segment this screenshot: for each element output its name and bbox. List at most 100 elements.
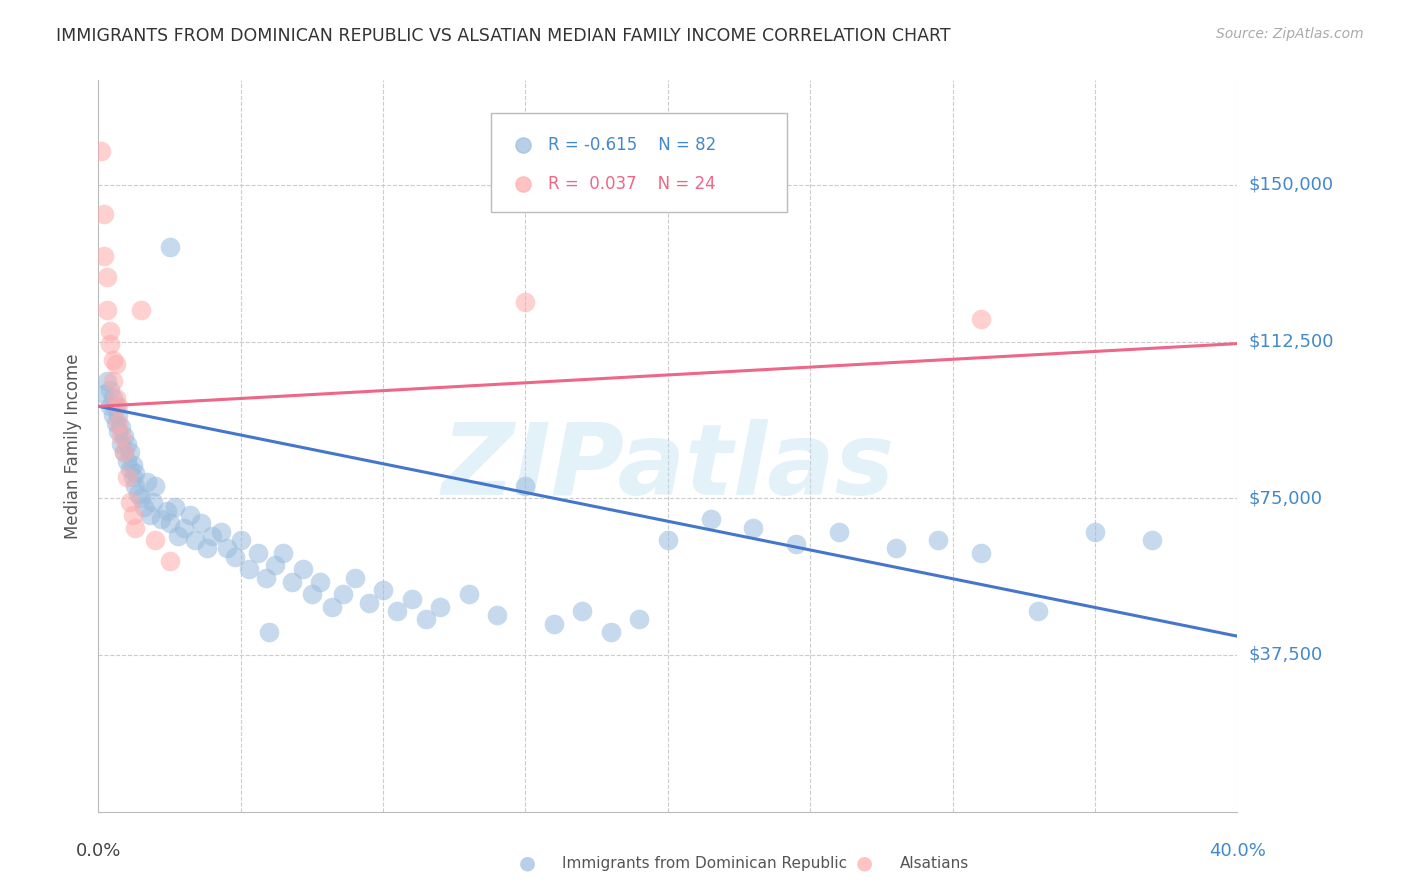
Point (742, 520, 765, 534)
Text: 0.0%: 0.0% (76, 842, 121, 860)
Point (343, 571, 366, 585)
Point (112, 428, 135, 442)
Point (115, 437, 138, 451)
Point (215, 541, 238, 556)
Point (600, 625, 623, 640)
Point (415, 612, 437, 626)
Point (138, 508, 160, 522)
Point (98, 336, 121, 351)
Point (387, 604, 409, 618)
Text: IMMIGRANTS FROM DOMINICAN REPUBLIC VS ALSATIAN MEDIAN FAMILY INCOME CORRELATION : IMMIGRANTS FROM DOMINICAN REPUBLIC VS AL… (56, 27, 950, 45)
Point (121, 508, 143, 522)
Point (110, 428, 132, 442)
Point (828, 524, 851, 539)
Point (1149, 805, 1171, 819)
Point (165, 500, 187, 514)
Point (785, 537, 807, 551)
Text: R =  0.037    N = 24: R = 0.037 N = 24 (548, 175, 716, 194)
Point (124, 466, 146, 480)
Point (98, 383, 121, 397)
Point (238, 562, 260, 576)
Point (209, 524, 232, 539)
Point (628, 612, 651, 626)
Point (195, 541, 218, 556)
Point (159, 554, 181, 568)
Text: ●: ● (519, 854, 536, 873)
Point (107, 416, 129, 430)
Text: $75,000: $75,000 (1249, 489, 1323, 508)
Point (970, 311, 993, 326)
Point (173, 520, 195, 534)
Point (927, 533, 949, 547)
Point (1026, 604, 1049, 618)
FancyBboxPatch shape (491, 113, 787, 212)
Point (124, 479, 146, 493)
Point (93, 249, 115, 263)
Y-axis label: Median Family Income: Median Family Income (65, 353, 83, 539)
Point (273, 545, 295, 559)
Text: R = -0.615    N = 82: R = -0.615 N = 82 (548, 136, 717, 153)
Point (201, 529, 224, 543)
Text: ●: ● (856, 854, 873, 873)
Point (515, 479, 537, 493)
Point (115, 453, 138, 467)
Point (145, 479, 167, 493)
Point (301, 587, 323, 601)
Point (264, 558, 287, 573)
Point (159, 240, 181, 254)
Point (309, 574, 332, 589)
Point (699, 512, 721, 526)
Point (96, 303, 118, 318)
Point (167, 529, 190, 543)
Point (124, 520, 146, 534)
Point (145, 533, 167, 547)
Point (132, 500, 155, 514)
Point (141, 495, 163, 509)
Point (98, 324, 121, 338)
Point (121, 458, 143, 472)
Point (246, 545, 269, 559)
Point (429, 599, 451, 614)
Point (107, 399, 129, 413)
Point (571, 604, 593, 618)
Point (884, 541, 907, 556)
Text: $112,500: $112,500 (1249, 333, 1334, 351)
Point (184, 533, 207, 547)
Point (101, 374, 124, 388)
Point (118, 462, 141, 476)
Point (98, 399, 121, 413)
Text: ZIPatlas: ZIPatlas (441, 419, 894, 516)
Point (357, 596, 380, 610)
Point (135, 475, 157, 489)
Point (259, 625, 281, 640)
Point (224, 549, 246, 564)
Point (281, 574, 304, 589)
Point (104, 358, 127, 372)
Text: $37,500: $37,500 (1249, 646, 1323, 664)
Point (101, 353, 124, 368)
Point (96, 374, 118, 388)
Point (127, 487, 149, 501)
Point (112, 445, 135, 459)
Point (121, 470, 143, 484)
Point (129, 303, 152, 318)
Point (96, 269, 118, 284)
Point (159, 516, 181, 531)
Point (254, 571, 277, 585)
Point (112, 445, 135, 459)
Point (457, 587, 479, 601)
Text: Immigrants from Dominican Republic: Immigrants from Dominican Republic (562, 856, 848, 871)
Point (107, 425, 129, 439)
Point (970, 545, 993, 559)
Point (101, 391, 124, 405)
Point (515, 294, 537, 309)
Point (104, 416, 127, 430)
Point (101, 408, 124, 422)
Point (292, 562, 315, 576)
Point (486, 608, 509, 623)
Point (1084, 524, 1107, 539)
Point (150, 512, 173, 526)
Point (90, 145, 112, 159)
Point (229, 533, 252, 547)
Text: 40.0%: 40.0% (1209, 842, 1265, 860)
